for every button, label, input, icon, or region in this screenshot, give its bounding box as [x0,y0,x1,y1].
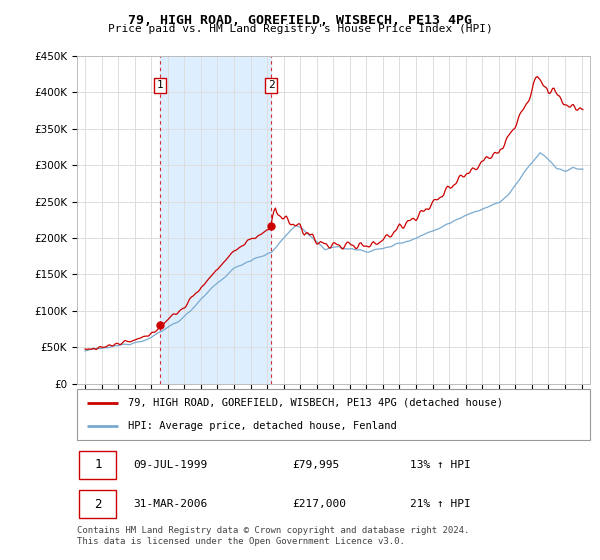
Text: HPI: Average price, detached house, Fenland: HPI: Average price, detached house, Fenl… [128,421,397,431]
Text: 31-MAR-2006: 31-MAR-2006 [133,499,208,509]
Text: 1: 1 [94,458,101,472]
Text: 09-JUL-1999: 09-JUL-1999 [133,460,208,470]
Text: £79,995: £79,995 [292,460,340,470]
FancyBboxPatch shape [79,490,116,518]
Text: 1: 1 [157,81,163,91]
Bar [160,56,271,384]
Text: £217,000: £217,000 [292,499,346,509]
FancyBboxPatch shape [79,451,116,479]
Text: 2: 2 [94,497,101,511]
Text: 21% ↑ HPI: 21% ↑ HPI [410,499,471,509]
Text: Price paid vs. HM Land Registry's House Price Index (HPI): Price paid vs. HM Land Registry's House … [107,24,493,34]
Text: 13% ↑ HPI: 13% ↑ HPI [410,460,471,470]
FancyBboxPatch shape [77,389,590,440]
Text: 2: 2 [268,81,275,91]
Text: Contains HM Land Registry data © Crown copyright and database right 2024.
This d: Contains HM Land Registry data © Crown c… [77,526,469,546]
Text: 79, HIGH ROAD, GOREFIELD, WISBECH, PE13 4PG (detached house): 79, HIGH ROAD, GOREFIELD, WISBECH, PE13 … [128,398,503,408]
Text: 79, HIGH ROAD, GOREFIELD, WISBECH, PE13 4PG: 79, HIGH ROAD, GOREFIELD, WISBECH, PE13 … [128,14,472,27]
